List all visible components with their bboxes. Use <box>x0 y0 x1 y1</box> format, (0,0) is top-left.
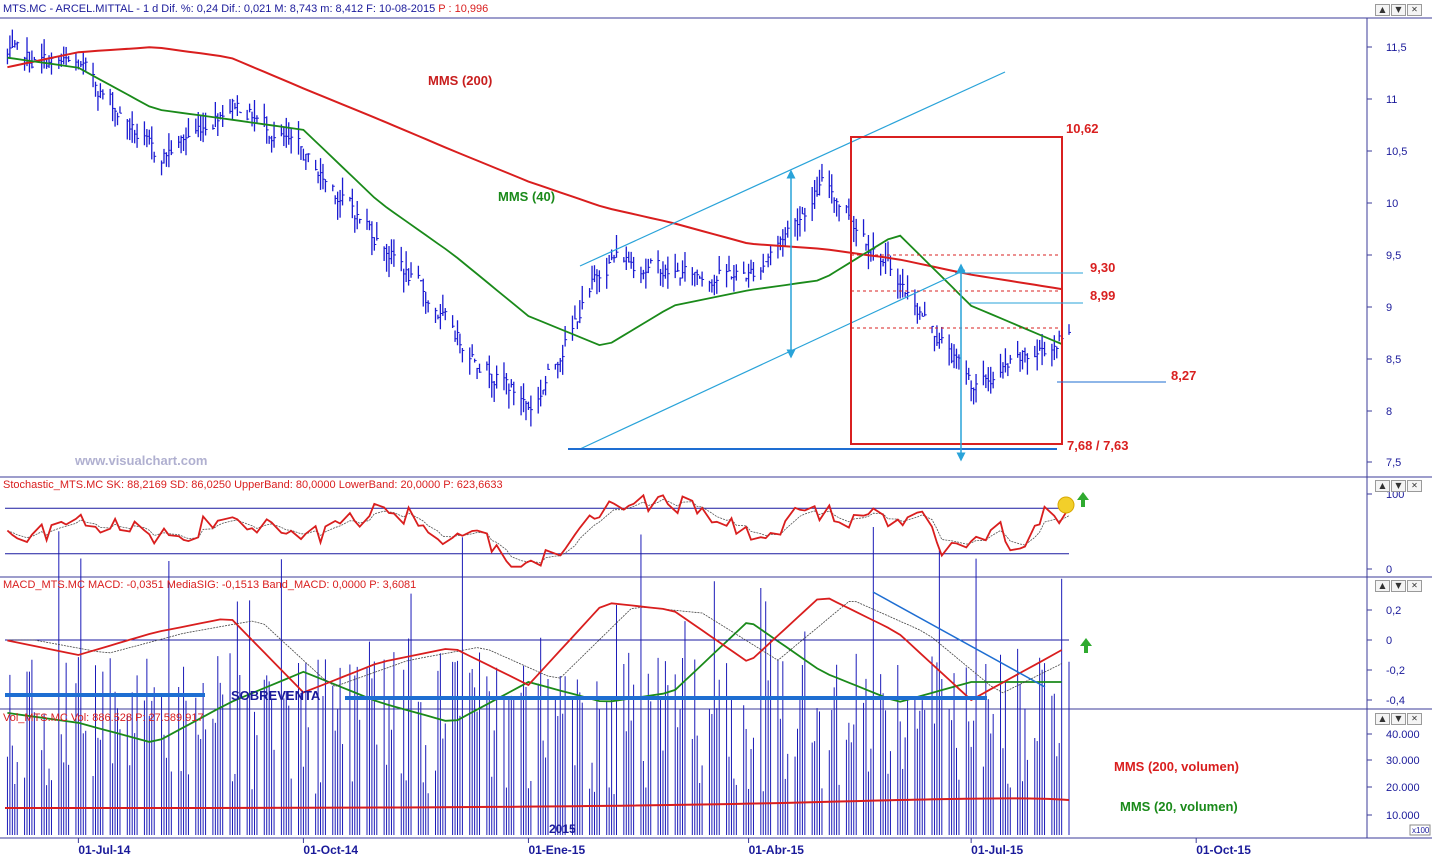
x-tick-label: 01-Abr-15 <box>749 843 805 857</box>
close-icon[interactable]: ✕ <box>1407 713 1422 725</box>
oversold-label: SOBREVENTA <box>231 688 321 703</box>
minimize-down-icon[interactable]: ▼ <box>1391 713 1406 725</box>
macd-window-buttons: ▲ ▼ ✕ <box>1375 580 1422 592</box>
macd-signal-line <box>7 601 1062 694</box>
price-y-tick-label: 10 <box>1386 198 1398 210</box>
price-header: MTS.MC - ARCEL.MITTAL - 1 d Dif. %: 0,24… <box>3 3 488 15</box>
channel-upper-line <box>579 71 1006 267</box>
level-8-27-label: 8,27 <box>1171 368 1196 383</box>
stoch-y-tick-label: 100 <box>1386 489 1404 501</box>
close-icon[interactable]: ✕ <box>1407 580 1422 592</box>
price-header-stats: - 1 d Dif. %: 0,24 Dif.: 0,021 M: 8,743 … <box>133 3 436 15</box>
vol-mms20-label: MMS (20, volumen) <box>1120 799 1238 814</box>
vol-y-tick-label: 20.000 <box>1386 782 1420 794</box>
mms200-label: MMS (200) <box>428 73 492 88</box>
macd-trendline <box>872 591 1046 688</box>
mms40-label: MMS (40) <box>498 189 555 204</box>
maximize-up-icon[interactable]: ▲ <box>1375 4 1390 16</box>
level-9-30-label: 9,30 <box>1090 260 1115 275</box>
close-icon[interactable]: ✕ <box>1407 480 1422 492</box>
macd-y-tick-label: 0,2 <box>1386 605 1401 617</box>
price-y-tick-label: 11 <box>1386 94 1397 106</box>
macd-y-tick-label: -0,4 <box>1386 695 1405 707</box>
macd-line <box>7 597 1063 702</box>
volume-panel: MMS (200, volumen) MMS (20, volumen) 2015 x… <box>4 526 1431 836</box>
level-8-99-label: 8,99 <box>1090 288 1115 303</box>
macd-panel: SOBREVENTA <box>5 591 1092 703</box>
maximize-up-icon[interactable]: ▲ <box>1375 480 1390 492</box>
macd-y-tick-label: 0 <box>1386 635 1392 647</box>
x-tick-label: 01-Jul-15 <box>971 843 1023 857</box>
stoch-header: Stochastic_MTS.MC SK: 88,2169 SD: 86,025… <box>3 479 503 491</box>
vol-header: Vol_MTS.MC Vol: 886.528 P: 27.589.917 <box>3 712 204 724</box>
x-tick-label: 01-Oct-14 <box>303 843 358 857</box>
stoch-sd-line <box>7 498 1070 564</box>
price-y-tick-label: 10,5 <box>1386 146 1407 158</box>
price-y-tick-label: 9 <box>1386 302 1392 314</box>
stoch-window-buttons: ▲ ▼ ✕ <box>1375 480 1422 492</box>
stoch-up-arrow-icon <box>1077 492 1089 507</box>
macd-up-arrow-icon <box>1080 638 1092 653</box>
vol-y-tick-label: 30.000 <box>1386 755 1420 767</box>
price-y-tick-label: 8 <box>1386 406 1392 418</box>
vol-scale-label: x100 <box>1412 826 1430 835</box>
vol-mms200-label: MMS (200, volumen) <box>1114 759 1239 774</box>
year-label: 2015 <box>549 822 576 836</box>
level-7-68-label: 7,68 / 7,63 <box>1067 438 1128 453</box>
price-panel <box>6 29 1071 427</box>
price-y-tick-label: 11,5 <box>1386 42 1407 54</box>
vol-mms20-line <box>7 622 1062 743</box>
price-y-tick-label: 7,5 <box>1386 457 1401 469</box>
price-window-buttons: ▲ ▼ ✕ <box>1375 4 1422 16</box>
price-header-last: P : 10,996 <box>435 3 489 15</box>
price-header-symbol: MTS.MC - ARCEL.MITTAL <box>3 3 134 15</box>
minimize-down-icon[interactable]: ▼ <box>1391 480 1406 492</box>
stoch-y-tick-label: 0 <box>1386 564 1392 576</box>
level-10-62-label: 10,62 <box>1066 121 1099 136</box>
stoch-highlight-icon <box>1057 496 1075 514</box>
price-y-tick-label: 9,5 <box>1386 250 1401 262</box>
stochastic-panel <box>5 492 1089 568</box>
mms40-line <box>7 56 1063 347</box>
x-tick-label: 01-Jul-14 <box>78 843 130 857</box>
x-tick-label: 01-Ene-15 <box>528 843 585 857</box>
vol-window-buttons: ▲ ▼ ✕ <box>1375 713 1422 725</box>
annotations: www.visualchart.com MMS (200) MMS (40) 10,6… <box>74 71 1196 468</box>
minimize-down-icon[interactable]: ▼ <box>1391 4 1406 16</box>
mms200-line <box>7 46 1062 291</box>
vol-scale-box <box>1409 824 1431 836</box>
vol-mms200-line <box>4 797 1070 809</box>
stoch-sk-line <box>6 493 1070 568</box>
close-icon[interactable]: ✕ <box>1407 4 1422 16</box>
watermark: www.visualchart.com <box>74 453 207 468</box>
minimize-down-icon[interactable]: ▼ <box>1391 580 1406 592</box>
macd-y-tick-label: -0,2 <box>1386 665 1405 677</box>
x-tick-label: 01-Oct-15 <box>1196 843 1251 857</box>
axes: 11,5 11 10,5 10 9,5 9 8,5 8 7,5 100 0 0,2 0 -0,2 -0,4 4… <box>77 42 1420 857</box>
macd-header: MACD_MTS.MC MACD: -0,0351 MediaSIG: -0,1… <box>3 579 417 591</box>
maximize-up-icon[interactable]: ▲ <box>1375 580 1390 592</box>
vol-y-tick-label: 40.000 <box>1386 729 1420 741</box>
vol-y-tick-label: 10.000 <box>1386 810 1420 822</box>
channel-lower-line <box>579 269 966 450</box>
maximize-up-icon[interactable]: ▲ <box>1375 713 1390 725</box>
price-y-tick-label: 8,5 <box>1386 354 1401 366</box>
